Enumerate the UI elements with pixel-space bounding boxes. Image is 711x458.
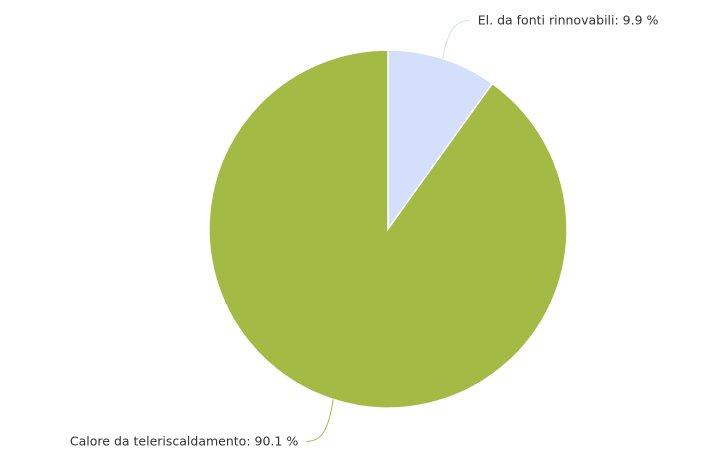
connector	[306, 399, 334, 442]
value-label: 9.9 %	[623, 12, 659, 27]
data-label: El. da fonti rinnovabili: 9.9 %	[478, 12, 659, 27]
separator: :	[246, 433, 254, 448]
category-label: Calore da teleriscaldamento	[70, 433, 246, 448]
category-label: El. da fonti rinnovabili	[478, 12, 615, 27]
separator: :	[614, 12, 622, 27]
pie-slice	[208, 49, 568, 409]
connector	[442, 20, 470, 59]
data-label: Calore da teleriscaldamento: 90.1 %	[70, 433, 298, 448]
value-label: 90.1 %	[255, 433, 299, 448]
